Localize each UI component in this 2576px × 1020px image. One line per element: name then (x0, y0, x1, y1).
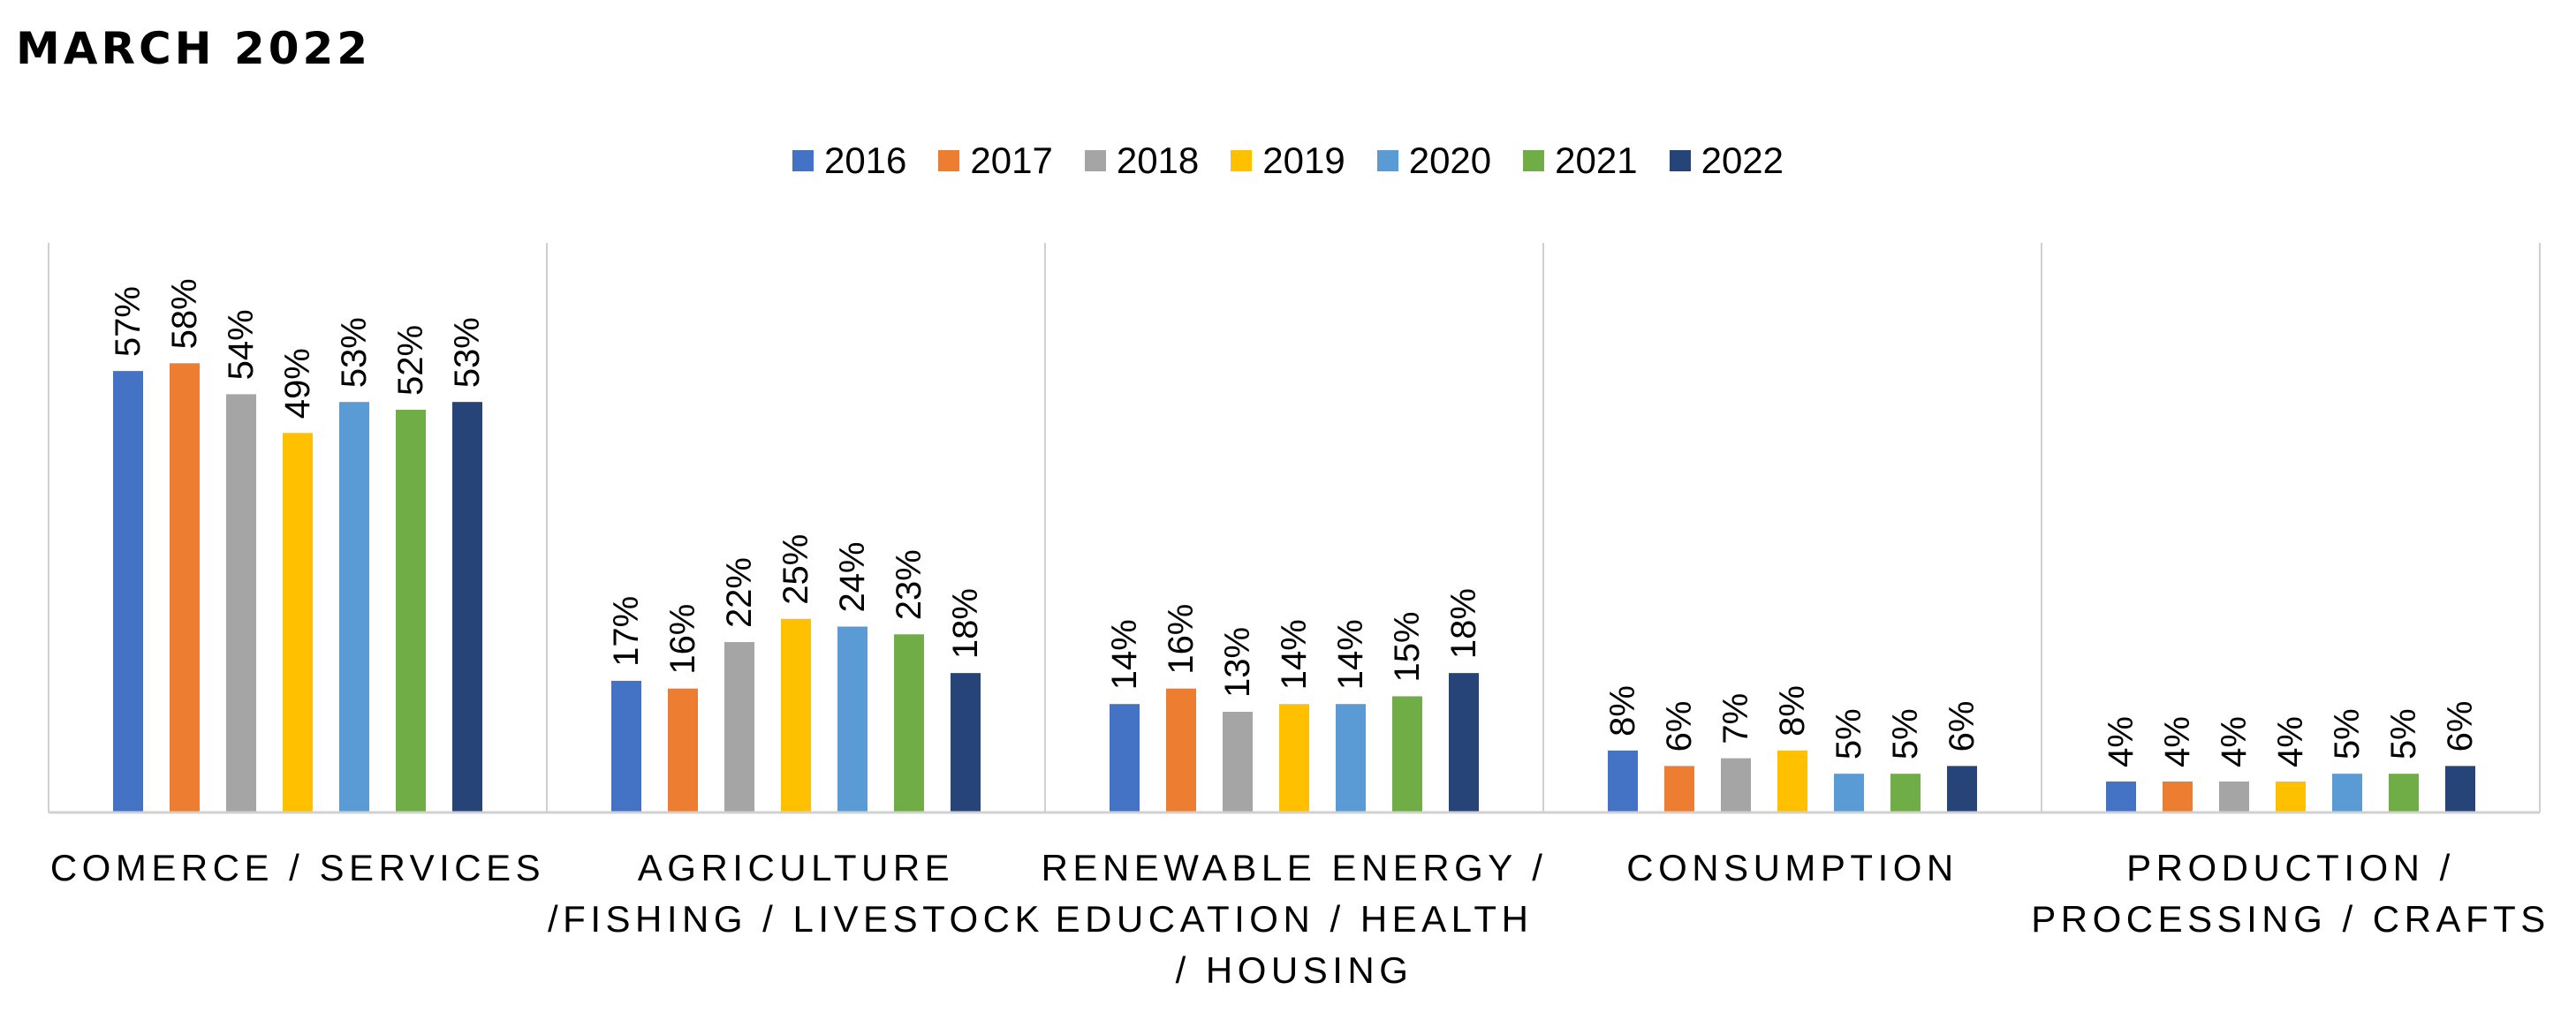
bar (1336, 704, 1366, 812)
bar (170, 363, 200, 812)
bar (1279, 704, 1309, 812)
bar (611, 681, 641, 812)
data-label: 17% (607, 596, 646, 667)
data-label: 14% (1105, 619, 1144, 690)
data-label: 16% (1162, 604, 1201, 675)
category-label: PRODUCTION / (2126, 847, 2455, 888)
data-label: 7% (1716, 693, 1755, 744)
data-label: 5% (1886, 708, 1925, 759)
bar (1223, 712, 1253, 812)
category-label: EDUCATION / HEALTH (1056, 898, 1534, 940)
data-label: 5% (1830, 708, 1868, 759)
data-label: 5% (2384, 708, 2423, 759)
bar (1110, 704, 1140, 812)
bar (452, 402, 482, 812)
category-label: COMERCE / SERVICES (50, 847, 545, 888)
bar (1890, 774, 1921, 812)
bar (724, 642, 754, 812)
bar (1664, 766, 1694, 812)
bar (1947, 766, 1977, 812)
category-label: /FISHING / LIVESTOCK (548, 898, 1044, 940)
bar (396, 410, 426, 812)
data-label: 14% (1331, 619, 1370, 690)
bar (1721, 759, 1751, 812)
data-label: 23% (890, 549, 928, 620)
bar (837, 627, 868, 812)
data-label: 13% (1218, 627, 1257, 698)
data-label: 14% (1275, 619, 1314, 690)
category-label: RENEWABLE ENERGY / (1042, 847, 1548, 888)
bar (2219, 782, 2249, 812)
bar (113, 371, 143, 812)
data-label: 4% (2158, 716, 2197, 767)
category-label: PROCESSING / CRAFTS (2031, 898, 2550, 940)
category-label: CONSUMPTION (1626, 847, 1959, 888)
bar (2106, 782, 2136, 812)
bar (1834, 774, 1864, 812)
data-label: 18% (946, 588, 985, 659)
bar (2332, 774, 2362, 812)
bar (1166, 689, 1196, 812)
bar (2163, 782, 2193, 812)
bar (2389, 774, 2419, 812)
data-label: 15% (1388, 611, 1427, 682)
bar (668, 689, 698, 812)
data-label: 5% (2328, 708, 2367, 759)
data-label: 6% (1943, 701, 1981, 752)
data-label: 6% (2441, 701, 2480, 752)
data-label: 18% (1444, 588, 1483, 659)
bar (283, 433, 313, 812)
data-label: 53% (335, 317, 374, 388)
data-label: 4% (2271, 716, 2310, 767)
data-label: 25% (777, 534, 815, 605)
data-label: 52% (391, 325, 430, 396)
bar (894, 634, 924, 812)
data-label: 49% (278, 348, 317, 419)
category-label: AGRICULTURE (638, 847, 954, 888)
category-label: / HOUSING (1176, 949, 1413, 991)
data-label: 22% (720, 557, 759, 628)
data-label: 4% (2102, 716, 2140, 767)
data-label: 53% (448, 317, 487, 388)
data-label: 8% (1773, 685, 1812, 737)
bar (781, 619, 811, 812)
bar (1392, 696, 1422, 812)
bar (226, 394, 256, 812)
data-label: 58% (165, 278, 204, 349)
data-label: 6% (1660, 701, 1699, 752)
bar (2445, 766, 2475, 812)
bar (1608, 751, 1638, 812)
bar (1449, 673, 1479, 812)
data-label: 4% (2215, 716, 2254, 767)
bar (339, 402, 369, 812)
data-label: 8% (1603, 685, 1642, 737)
bar (2276, 782, 2306, 812)
bar (1777, 751, 1807, 812)
data-label: 24% (833, 541, 872, 612)
bar (951, 673, 981, 812)
data-label: 16% (663, 604, 702, 675)
data-label: 57% (109, 286, 148, 357)
data-label: 54% (222, 309, 261, 380)
